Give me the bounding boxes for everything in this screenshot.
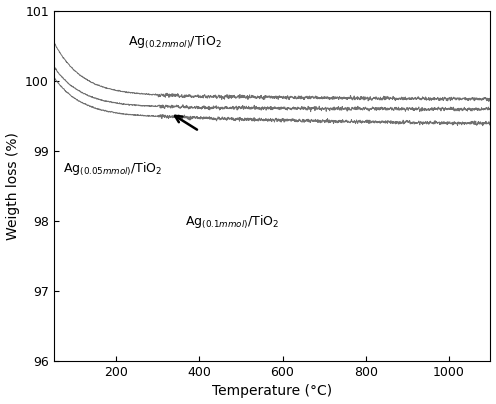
Text: Ag$_{(0.05mmol)}$/TiO$_2$: Ag$_{(0.05mmol)}$/TiO$_2$: [62, 161, 162, 179]
X-axis label: Temperature (°C): Temperature (°C): [212, 385, 332, 398]
Text: Ag$_{(0.1mmol)}$/TiO$_2$: Ag$_{(0.1mmol)}$/TiO$_2$: [185, 214, 279, 231]
Text: Ag$_{(0.2mmol)}$/TiO$_2$: Ag$_{(0.2mmol)}$/TiO$_2$: [128, 34, 222, 50]
Y-axis label: Weigth loss (%): Weigth loss (%): [5, 132, 19, 240]
